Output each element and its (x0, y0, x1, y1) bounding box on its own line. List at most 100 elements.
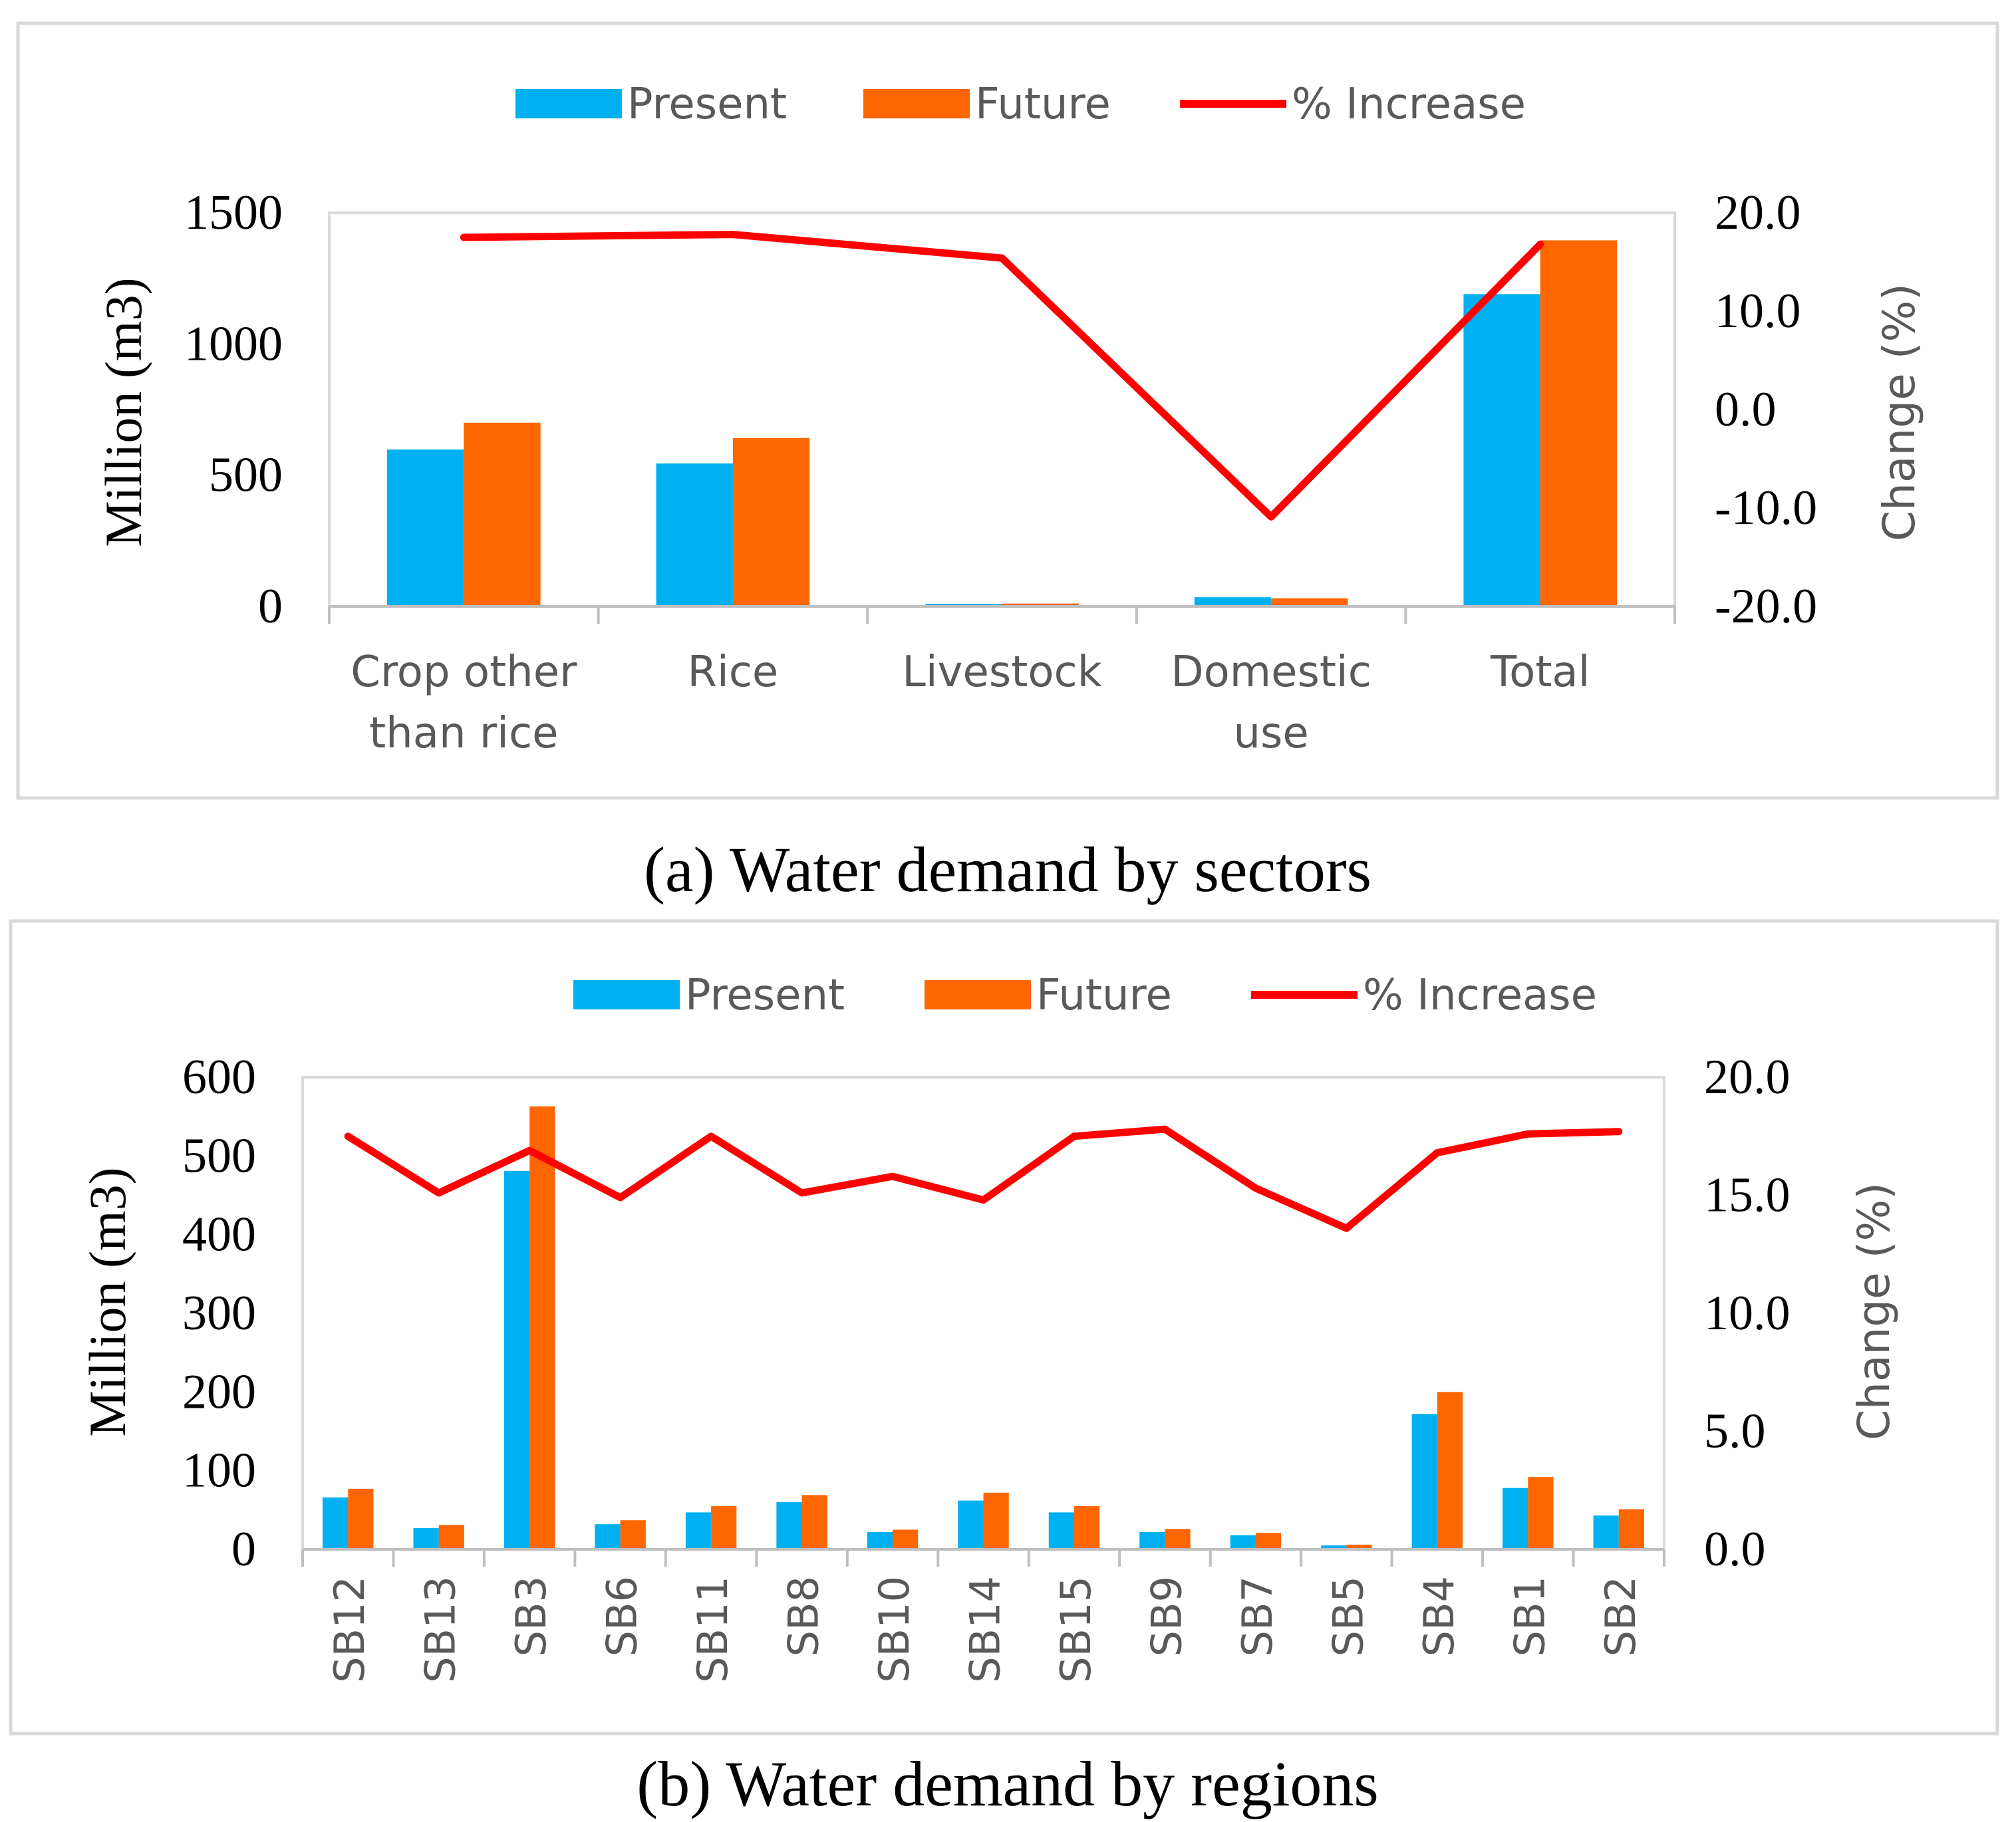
y-tick-label: 0 (258, 579, 283, 634)
legend-swatch-future (863, 89, 970, 118)
y-tick-label: 500 (209, 448, 283, 503)
legend-swatch-future (925, 980, 1031, 1009)
panel-b-legend: Present Future % Increase (573, 971, 1597, 1020)
panel-b-y-axis-label: Million (m3) (78, 1167, 136, 1436)
bar-present-sb4 (1411, 1414, 1437, 1549)
y-tick-label: 400 (182, 1208, 256, 1262)
legend-label: Present (685, 971, 845, 1020)
y-tick-label: 300 (182, 1286, 256, 1341)
bar-future-sb4 (1437, 1392, 1463, 1549)
bar-future-sb14 (983, 1492, 1009, 1549)
legend-label: Future (975, 80, 1111, 129)
bar-present-sb13 (413, 1528, 439, 1549)
bar-present-sb10 (867, 1531, 893, 1549)
category-label: than rice (369, 709, 558, 758)
bar-future-sb1 (1528, 1477, 1554, 1549)
bar-future-sb3 (529, 1106, 555, 1549)
category-label: Crop other (351, 648, 577, 697)
y-tick-label: 0 (231, 1522, 256, 1577)
y2-tick-label: 10.0 (1704, 1286, 1791, 1341)
panel-a-y-axis-label: Million (m3) (94, 277, 152, 547)
category-label: SB12 (325, 1576, 374, 1683)
category-label: use (1233, 709, 1308, 758)
panel-b-frame (9, 919, 1999, 1736)
y2-tick-label: 20.0 (1704, 1050, 1791, 1105)
bar-future-sb8 (801, 1495, 827, 1549)
bar-future-sb7 (1255, 1533, 1282, 1549)
category-label: Domestic (1171, 648, 1371, 697)
bar-future-sb12 (348, 1488, 374, 1549)
bar-future-sb5 (1346, 1544, 1372, 1549)
category-label: SB9 (1142, 1576, 1191, 1656)
bar-present-sb2 (1593, 1515, 1619, 1549)
bar-present-sb1 (1503, 1488, 1528, 1549)
category-label: SB13 (416, 1576, 465, 1683)
bar-future-sb6 (620, 1520, 646, 1549)
category-label: SB14 (961, 1576, 1010, 1683)
y-tick-label: 1500 (184, 186, 283, 240)
bar-future-rice (732, 438, 810, 606)
bar-present-sb8 (776, 1502, 802, 1549)
bar-present-sb12 (323, 1497, 349, 1549)
category-label: SB11 (688, 1576, 737, 1683)
panel-a-plot: 0 500 1000 1500 -20.0 -10.0 0.0 10.0 20.0 Crop ot… (184, 186, 1817, 758)
category-label: SB8 (780, 1576, 828, 1656)
bar-present-sb5 (1321, 1545, 1347, 1549)
bar-future-sb15 (1074, 1505, 1100, 1549)
panel-b: Present Future % Increase 0 100 200 300 400 500… (9, 919, 1999, 1736)
panel-b-y2-axis-label: Change (%) (1848, 1182, 1900, 1440)
panel-b-plot: 0 100 200 300 400 500 600 0.0 5.0 10.0 15.0 20.0 SB1… (182, 1050, 1791, 1683)
bar-future-livestock (1002, 603, 1079, 606)
y2-tick-label: -20.0 (1715, 579, 1817, 634)
bar-present-sb15 (1048, 1512, 1074, 1549)
category-label: Livestock (902, 648, 1102, 697)
bar-future-domestic-use (1271, 598, 1348, 606)
bar-present-rice (656, 463, 733, 606)
category-label: SB5 (1324, 1576, 1372, 1656)
category-label: SB2 (1596, 1576, 1645, 1656)
panel-a: Present Future % Increase 0 500 1000 1500 -20.… (16, 21, 1999, 800)
bar-present-sb7 (1230, 1535, 1256, 1549)
bar-present-sb14 (958, 1500, 984, 1549)
category-label: SB6 (598, 1576, 647, 1656)
bar-future-sb10 (893, 1529, 919, 1549)
panel-a-legend: Present Future % Increase (515, 80, 1526, 129)
bar-future-total (1540, 240, 1618, 606)
bar-present-domestic-use (1194, 597, 1272, 606)
category-label: Rice (687, 648, 778, 697)
legend-label: % Increase (1363, 971, 1597, 1020)
bar-future-sb2 (1618, 1509, 1644, 1549)
y2-tick-label: 0.0 (1715, 382, 1777, 437)
y-tick-label: 600 (182, 1050, 256, 1105)
panel-a-frame (16, 21, 1999, 800)
y2-tick-label: 10.0 (1715, 284, 1801, 338)
y-tick-label: 100 (182, 1444, 256, 1498)
category-label: SB10 (870, 1576, 919, 1683)
y-tick-label: 200 (182, 1365, 256, 1419)
panel-a-caption: (a) Water demand by sectors (644, 834, 1371, 905)
y2-tick-label: 0.0 (1704, 1522, 1766, 1577)
panel-a-y2-axis-label: Change (%) (1874, 283, 1925, 541)
bar-future-sb9 (1165, 1529, 1191, 1549)
y-tick-label: 1000 (184, 317, 283, 371)
bar-present-sb6 (595, 1524, 621, 1549)
bar-future-crop-other-than-rice (464, 422, 541, 606)
y-tick-label: 500 (182, 1128, 256, 1183)
legend-label: Future (1036, 971, 1172, 1020)
legend-label: Present (627, 80, 787, 129)
bar-present-total (1463, 294, 1540, 606)
bar-present-sb3 (504, 1170, 530, 1549)
y2-tick-label: 20.0 (1715, 186, 1801, 240)
bar-present-crop-other-than-rice (386, 449, 464, 606)
panel-b-caption: (b) Water demand by regions (637, 1748, 1378, 1819)
y2-tick-label: 15.0 (1704, 1168, 1791, 1223)
category-label: SB15 (1052, 1576, 1100, 1683)
y2-tick-label: -10.0 (1715, 481, 1817, 535)
legend-swatch-present (573, 980, 680, 1009)
y2-tick-label: 5.0 (1704, 1404, 1766, 1459)
category-label: SB7 (1233, 1576, 1282, 1656)
legend-label: % Increase (1292, 80, 1526, 129)
bar-present-sb9 (1139, 1531, 1165, 1549)
bar-future-sb13 (438, 1525, 464, 1549)
